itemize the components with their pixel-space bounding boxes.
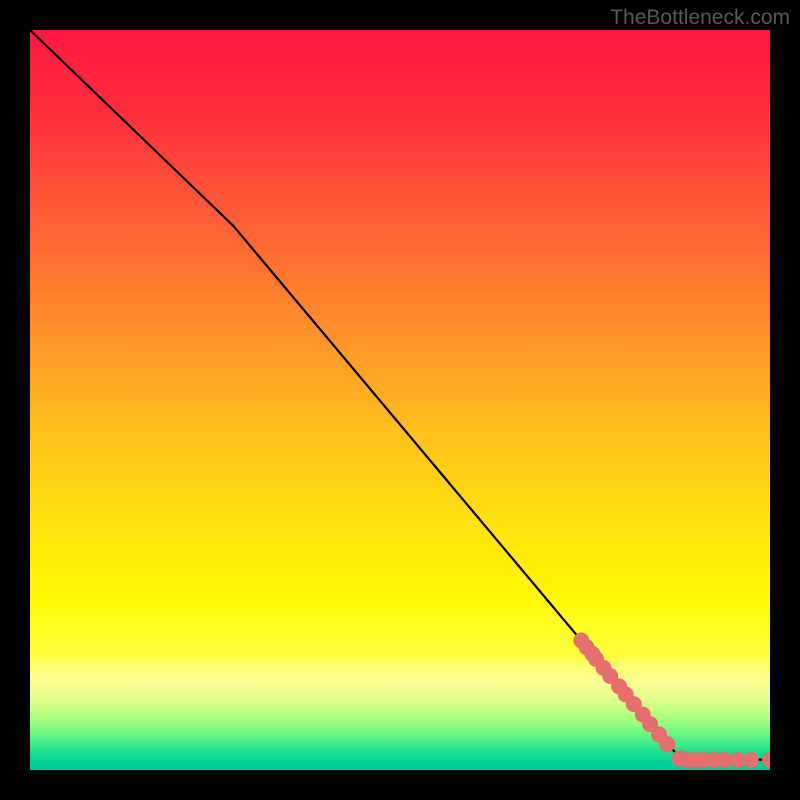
chart-plot-area — [30, 30, 770, 770]
data-marker — [743, 752, 759, 768]
watermark-text: TheBottleneck.com — [610, 6, 790, 30]
chart-svg — [30, 30, 770, 770]
highlight-band — [30, 607, 770, 659]
data-marker — [659, 736, 675, 752]
